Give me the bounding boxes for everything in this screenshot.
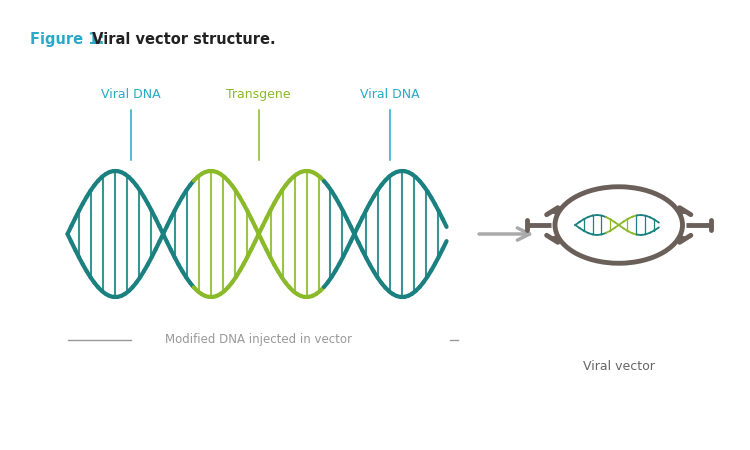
Text: Viral vector structure.: Viral vector structure.: [87, 32, 276, 47]
Text: Modified DNA injected in vector: Modified DNA injected in vector: [165, 333, 352, 346]
Text: Figure 1:: Figure 1:: [30, 32, 104, 47]
Text: Transgene: Transgene: [226, 88, 291, 101]
Circle shape: [555, 187, 682, 263]
Text: Viral vector: Viral vector: [583, 360, 655, 373]
Text: Viral DNA: Viral DNA: [101, 88, 161, 101]
Text: Viral DNA: Viral DNA: [360, 88, 420, 101]
